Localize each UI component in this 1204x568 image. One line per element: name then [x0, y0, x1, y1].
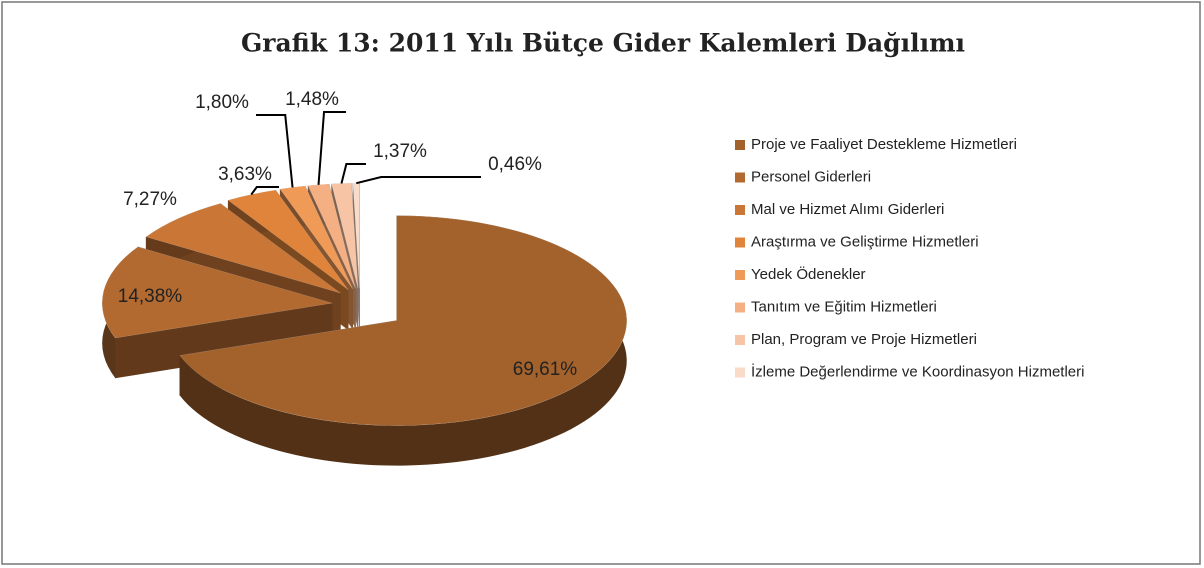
legend-label: Mal ve Hizmet Alımı Giderleri — [751, 201, 944, 218]
legend-label: Personel Giderleri — [751, 168, 871, 185]
data-label: 3,63% — [218, 164, 272, 185]
data-label: 1,80% — [195, 92, 249, 113]
legend-swatch — [735, 335, 745, 345]
legend-label: Plan, Program ve Proje Hizmetleri — [751, 331, 977, 348]
legend-swatch — [735, 367, 745, 378]
legend-swatch — [735, 302, 745, 313]
legend-swatch — [735, 205, 745, 215]
legend-label: İzleme Değerlendirme ve Koordinasyon Hiz… — [751, 362, 1084, 380]
legend-label: Araştırma ve Geliştirme Hizmetleri — [751, 233, 979, 250]
data-label: 69,61% — [513, 359, 578, 380]
legend-swatch — [735, 140, 745, 150]
slice — [179, 215, 627, 426]
data-label: 0,46% — [488, 154, 542, 175]
slice — [145, 203, 341, 294]
slice — [227, 189, 349, 290]
data-label: 14,38% — [118, 286, 183, 307]
legend-swatch — [735, 270, 745, 280]
chart-title: Grafik 13: 2011 Yılı Bütçe Gider Kalemle… — [241, 29, 965, 58]
data-label: 7,27% — [123, 189, 177, 210]
data-label: 1,48% — [285, 89, 339, 110]
legend-swatch — [735, 237, 745, 248]
leader-line — [356, 176, 481, 185]
slice — [101, 246, 333, 339]
data-label: 1,37% — [373, 141, 427, 162]
legend-label: Tanıtım ve Eğitim Hizmetleri — [751, 298, 937, 315]
leader-line — [256, 114, 294, 188]
leader-line — [250, 186, 279, 196]
legend-label: Yedek Ödenekler — [751, 265, 866, 283]
leader-line — [340, 163, 366, 184]
legend-label: Proje ve Faaliyet Destekleme Hizmetleri — [751, 136, 1017, 153]
leader-line — [317, 111, 346, 185]
legend-swatch — [735, 172, 745, 183]
